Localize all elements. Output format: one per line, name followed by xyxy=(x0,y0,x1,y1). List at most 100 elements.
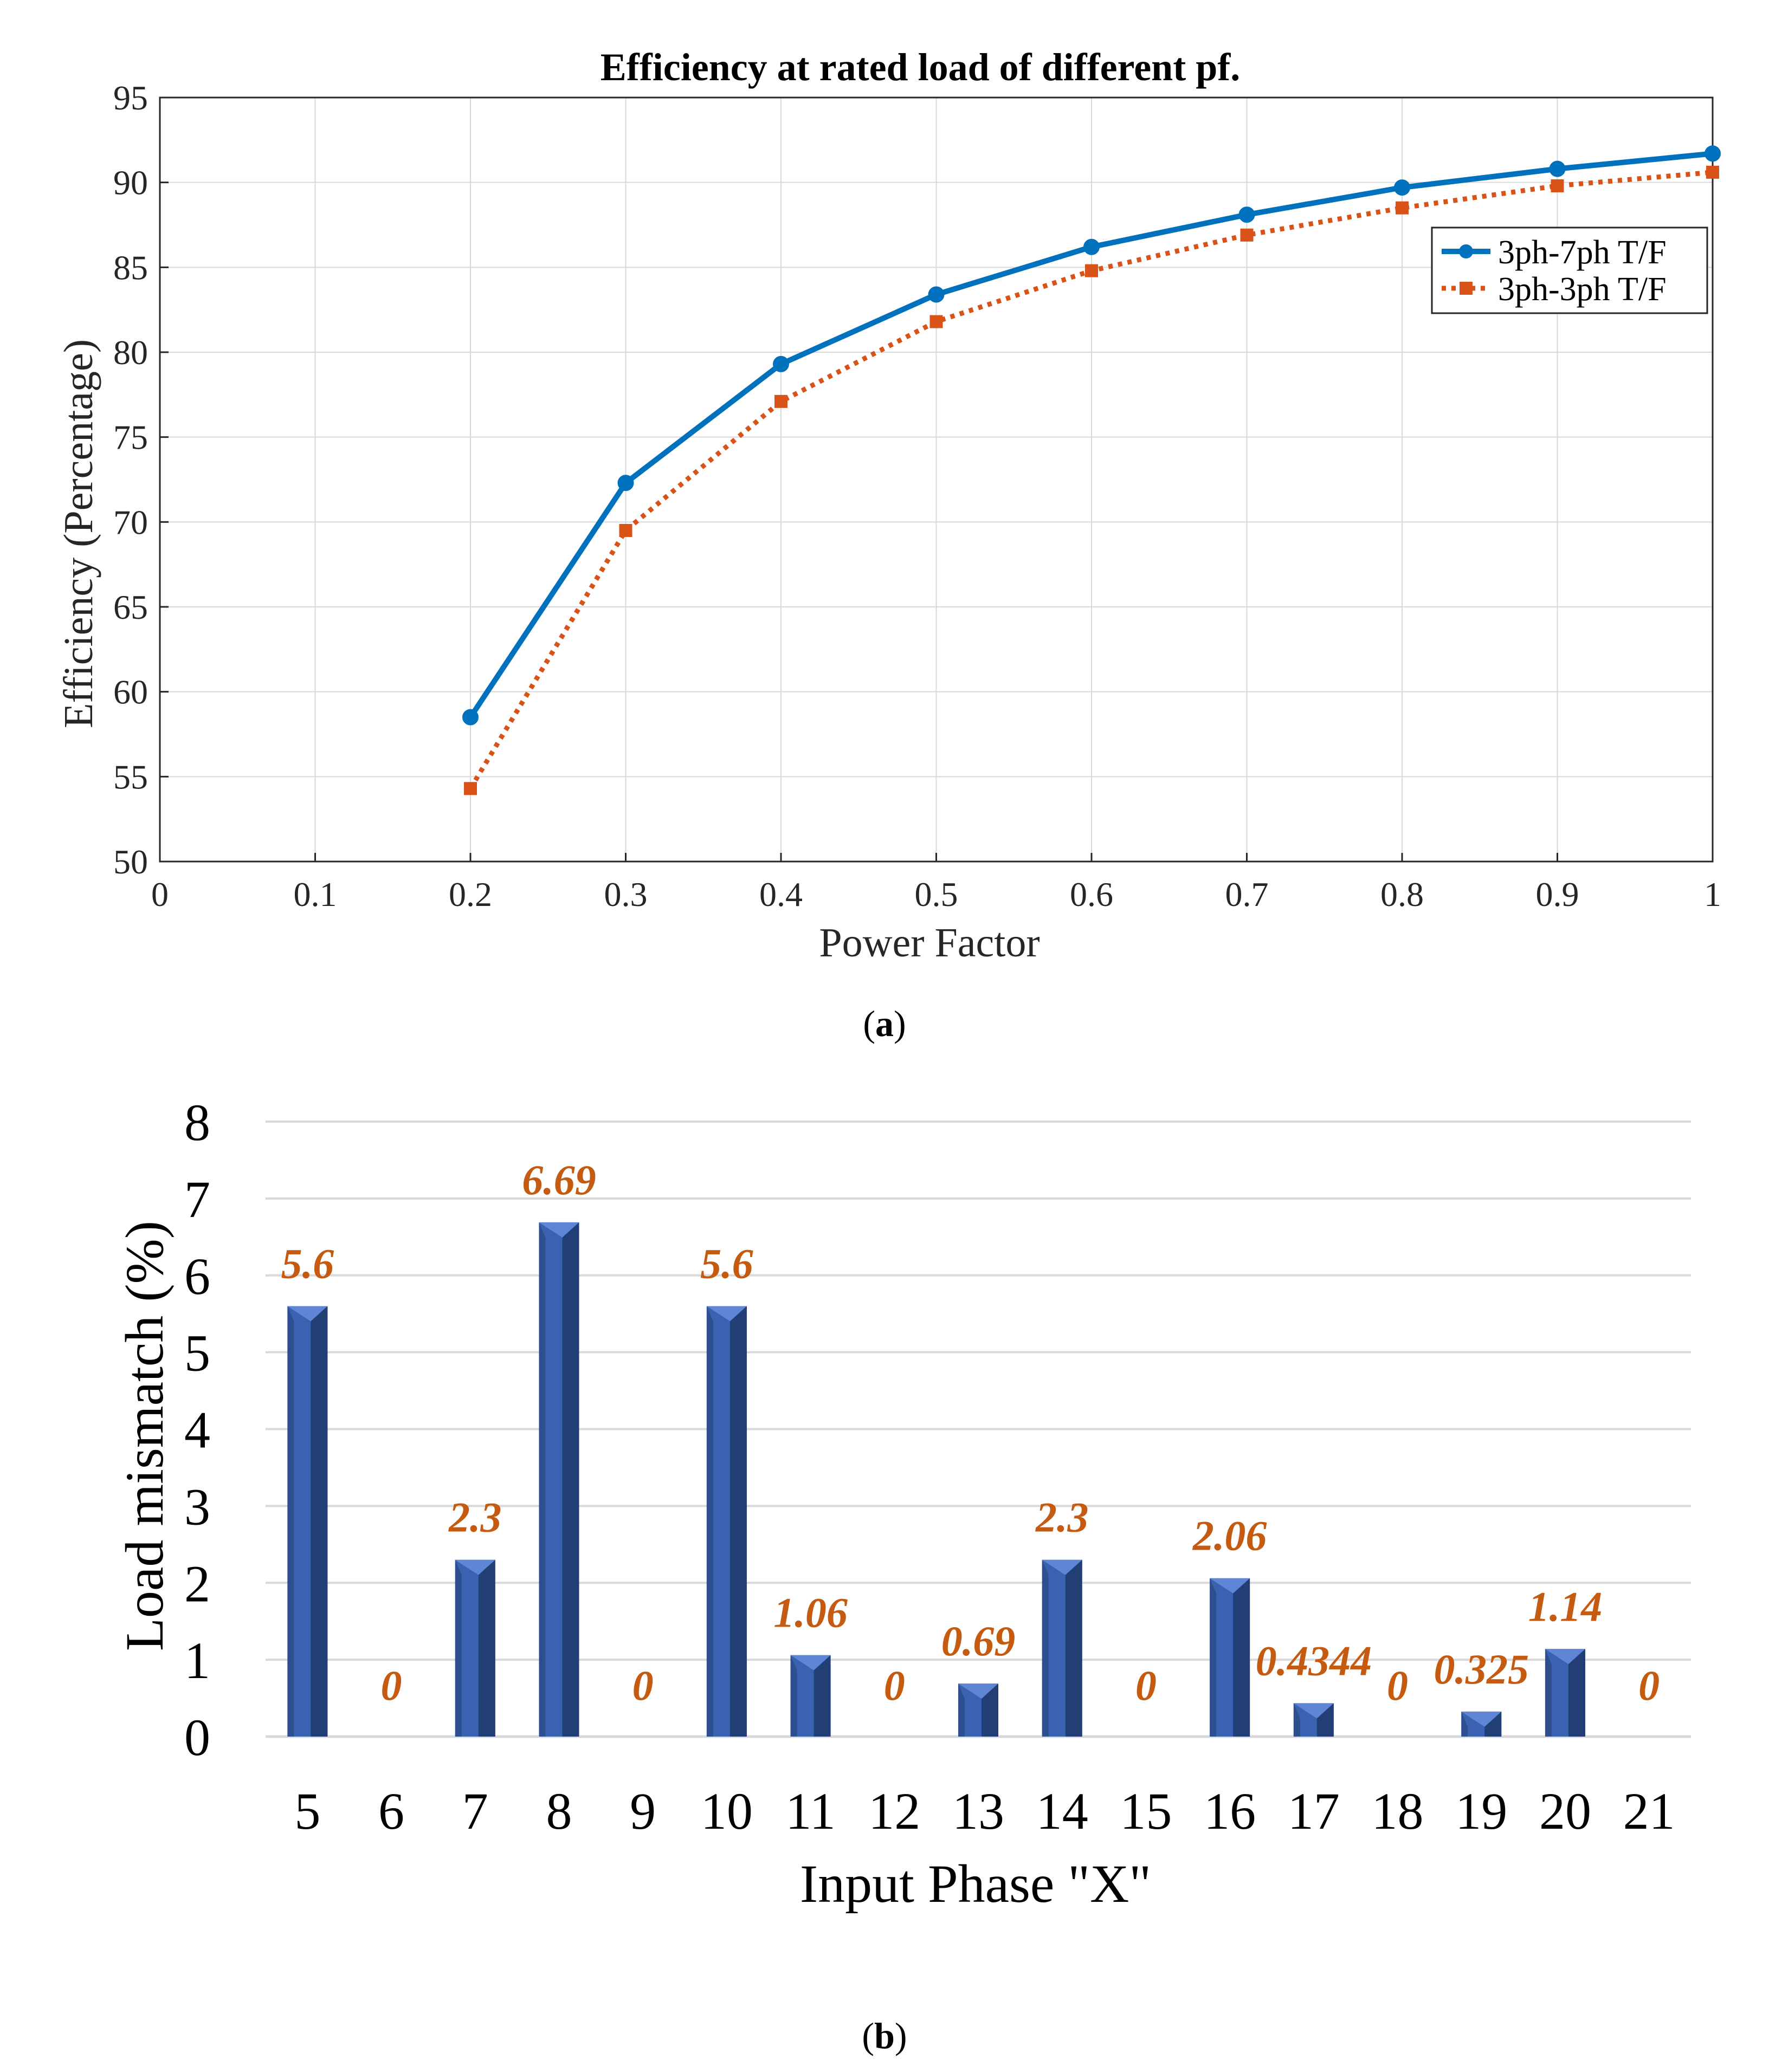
chart-a-legend-label: 3ph-3ph T/F xyxy=(1498,271,1667,308)
chart-a-xtick-label: 0.5 xyxy=(915,875,958,914)
chart-b-bar-top xyxy=(1461,1711,1502,1727)
chart-b-bar-side xyxy=(982,1684,998,1737)
chart-a-ytick-label: 75 xyxy=(113,418,148,457)
chart-b-data-label: 6.69 xyxy=(522,1156,596,1203)
chart-b-bar-side xyxy=(814,1655,831,1737)
chart-a-legend-marker xyxy=(1460,282,1473,295)
chart-b-data-label: 0 xyxy=(381,1662,402,1709)
chart-b-data-label: 0 xyxy=(884,1662,905,1709)
chart-b-xtick-label: 16 xyxy=(1204,1782,1256,1840)
chart-a-point xyxy=(928,286,945,303)
chart-a-legend-box xyxy=(1431,226,1708,314)
chart-a-ytick-label: 95 xyxy=(113,79,148,117)
chart-b-xtick-label: 6 xyxy=(378,1782,404,1840)
chart-b-ytick-label: 5 xyxy=(184,1324,210,1382)
chart-a-point xyxy=(619,524,632,537)
chart-a-xtick-label: 1 xyxy=(1704,875,1721,914)
chart-b-bar-top xyxy=(1210,1578,1250,1594)
chart-b-data-label: 1.14 xyxy=(1528,1583,1603,1630)
chart-b-ytick-label: 8 xyxy=(184,1093,210,1151)
chart-b-bar-side xyxy=(478,1559,495,1737)
chart-a-ytick-label: 70 xyxy=(113,503,148,541)
chart-b-xtick-label: 11 xyxy=(785,1782,835,1840)
chart-b-bar-left xyxy=(1461,1711,1468,1737)
chart-b-xtick-label: 13 xyxy=(952,1782,1004,1840)
chart-b-bar-left xyxy=(539,1222,546,1737)
chart-b-bar xyxy=(1461,1711,1502,1737)
chart-a-point xyxy=(1083,238,1100,255)
chart-b-xtick-label: 12 xyxy=(868,1782,920,1840)
chart-b-bar-side xyxy=(562,1222,579,1737)
chart-b-bar-top xyxy=(790,1655,831,1670)
chart-b-xtick-label: 14 xyxy=(1036,1782,1088,1840)
chart-b-xtick-label: 7 xyxy=(462,1782,488,1840)
chart-a-point xyxy=(773,355,789,372)
chart-b-bars xyxy=(287,1222,1585,1737)
chart-a-ytick-label: 85 xyxy=(113,248,148,287)
chart-b-bar-side xyxy=(1065,1559,1082,1737)
chart-b-xtick-label: 20 xyxy=(1539,1782,1591,1840)
chart-b-data-label: 1.06 xyxy=(773,1589,848,1636)
chart-b-bar xyxy=(455,1559,495,1737)
caption-b: (b) xyxy=(862,2015,907,2056)
chart-b-bar-top xyxy=(1545,1649,1585,1665)
chart-b-bar-side xyxy=(729,1306,747,1737)
chart-b-bar-side xyxy=(1568,1649,1585,1737)
chart-a-xtick-label: 0.4 xyxy=(759,875,803,914)
chart-b-data-label: 0 xyxy=(1135,1662,1157,1709)
chart-a-xtick-label: 0.1 xyxy=(294,875,337,914)
chart-b-xtick-label: 21 xyxy=(1623,1782,1675,1840)
chart-b-bar-left xyxy=(790,1655,797,1737)
chart-a-legend-label: 3ph-7ph T/F xyxy=(1498,234,1667,271)
chart-b-bar-top xyxy=(539,1222,579,1238)
chart-a-ytick-label: 65 xyxy=(113,588,148,626)
chart-b-bar-top xyxy=(706,1306,747,1322)
chart-a-xlabel: Power Factor xyxy=(819,920,1040,966)
chart-b-bar-left xyxy=(1042,1559,1049,1737)
chart-b-bar-side xyxy=(1233,1578,1250,1737)
chart-a-point xyxy=(1396,201,1409,215)
caption-a-letter: a xyxy=(875,1003,894,1044)
chart-a-grid xyxy=(159,96,1714,863)
chart-b-data-label: 5.6 xyxy=(281,1240,334,1287)
chart-a-xtick-label: 0.7 xyxy=(1225,875,1269,914)
chart-a-ytick-label: 50 xyxy=(113,843,148,881)
chart-b-bar xyxy=(790,1655,831,1737)
chart-a-point xyxy=(617,475,634,491)
chart-b-bar-left xyxy=(706,1306,713,1737)
chart-b-data-label: 0 xyxy=(1638,1662,1660,1709)
chart-a-xtick-label: 0.6 xyxy=(1070,875,1113,914)
chart-b-bar xyxy=(287,1306,328,1737)
chart-a-frame xyxy=(159,96,1714,863)
chart-b-data-label: 0 xyxy=(632,1662,654,1709)
chart-b-ylabel: Load mismatch (%) xyxy=(114,1221,175,1651)
chart-b-bar-top xyxy=(455,1559,495,1575)
chart-b-data-label: 2.3 xyxy=(1035,1494,1089,1541)
chart-b-bar-side xyxy=(1316,1703,1334,1737)
chart-a-xtick-label: 0.3 xyxy=(604,875,648,914)
chart-b-ytick-label: 4 xyxy=(184,1401,210,1459)
chart-a-point xyxy=(1240,228,1254,242)
chart-a-point xyxy=(774,394,787,408)
chart-b-data-label: 0.325 xyxy=(1434,1646,1529,1693)
chart-a-point xyxy=(464,782,477,795)
caption-a: (a) xyxy=(863,1003,906,1044)
chart-b-ytick-label: 6 xyxy=(184,1247,210,1305)
chart-b-xtick-label: 9 xyxy=(630,1782,656,1840)
chart-b-ytick-label: 3 xyxy=(184,1478,210,1536)
chart-b-bar xyxy=(1293,1703,1334,1737)
chart-b-bar-top xyxy=(958,1684,998,1699)
chart-b-data-label: 0.4344 xyxy=(1256,1637,1372,1684)
chart-a-ylabel: Efficiency (Percentage) xyxy=(56,339,101,728)
chart-b-bar-left xyxy=(287,1306,294,1737)
chart-a-point xyxy=(1085,264,1098,277)
chart-a-point xyxy=(1238,206,1255,223)
chart-b-ytick-label: 1 xyxy=(184,1631,210,1689)
chart-b-bar xyxy=(1042,1559,1082,1737)
chart-b-bar xyxy=(706,1306,747,1737)
chart-b-data-label: 5.6 xyxy=(700,1240,753,1287)
chart-b-xtick-label: 5 xyxy=(294,1782,320,1840)
